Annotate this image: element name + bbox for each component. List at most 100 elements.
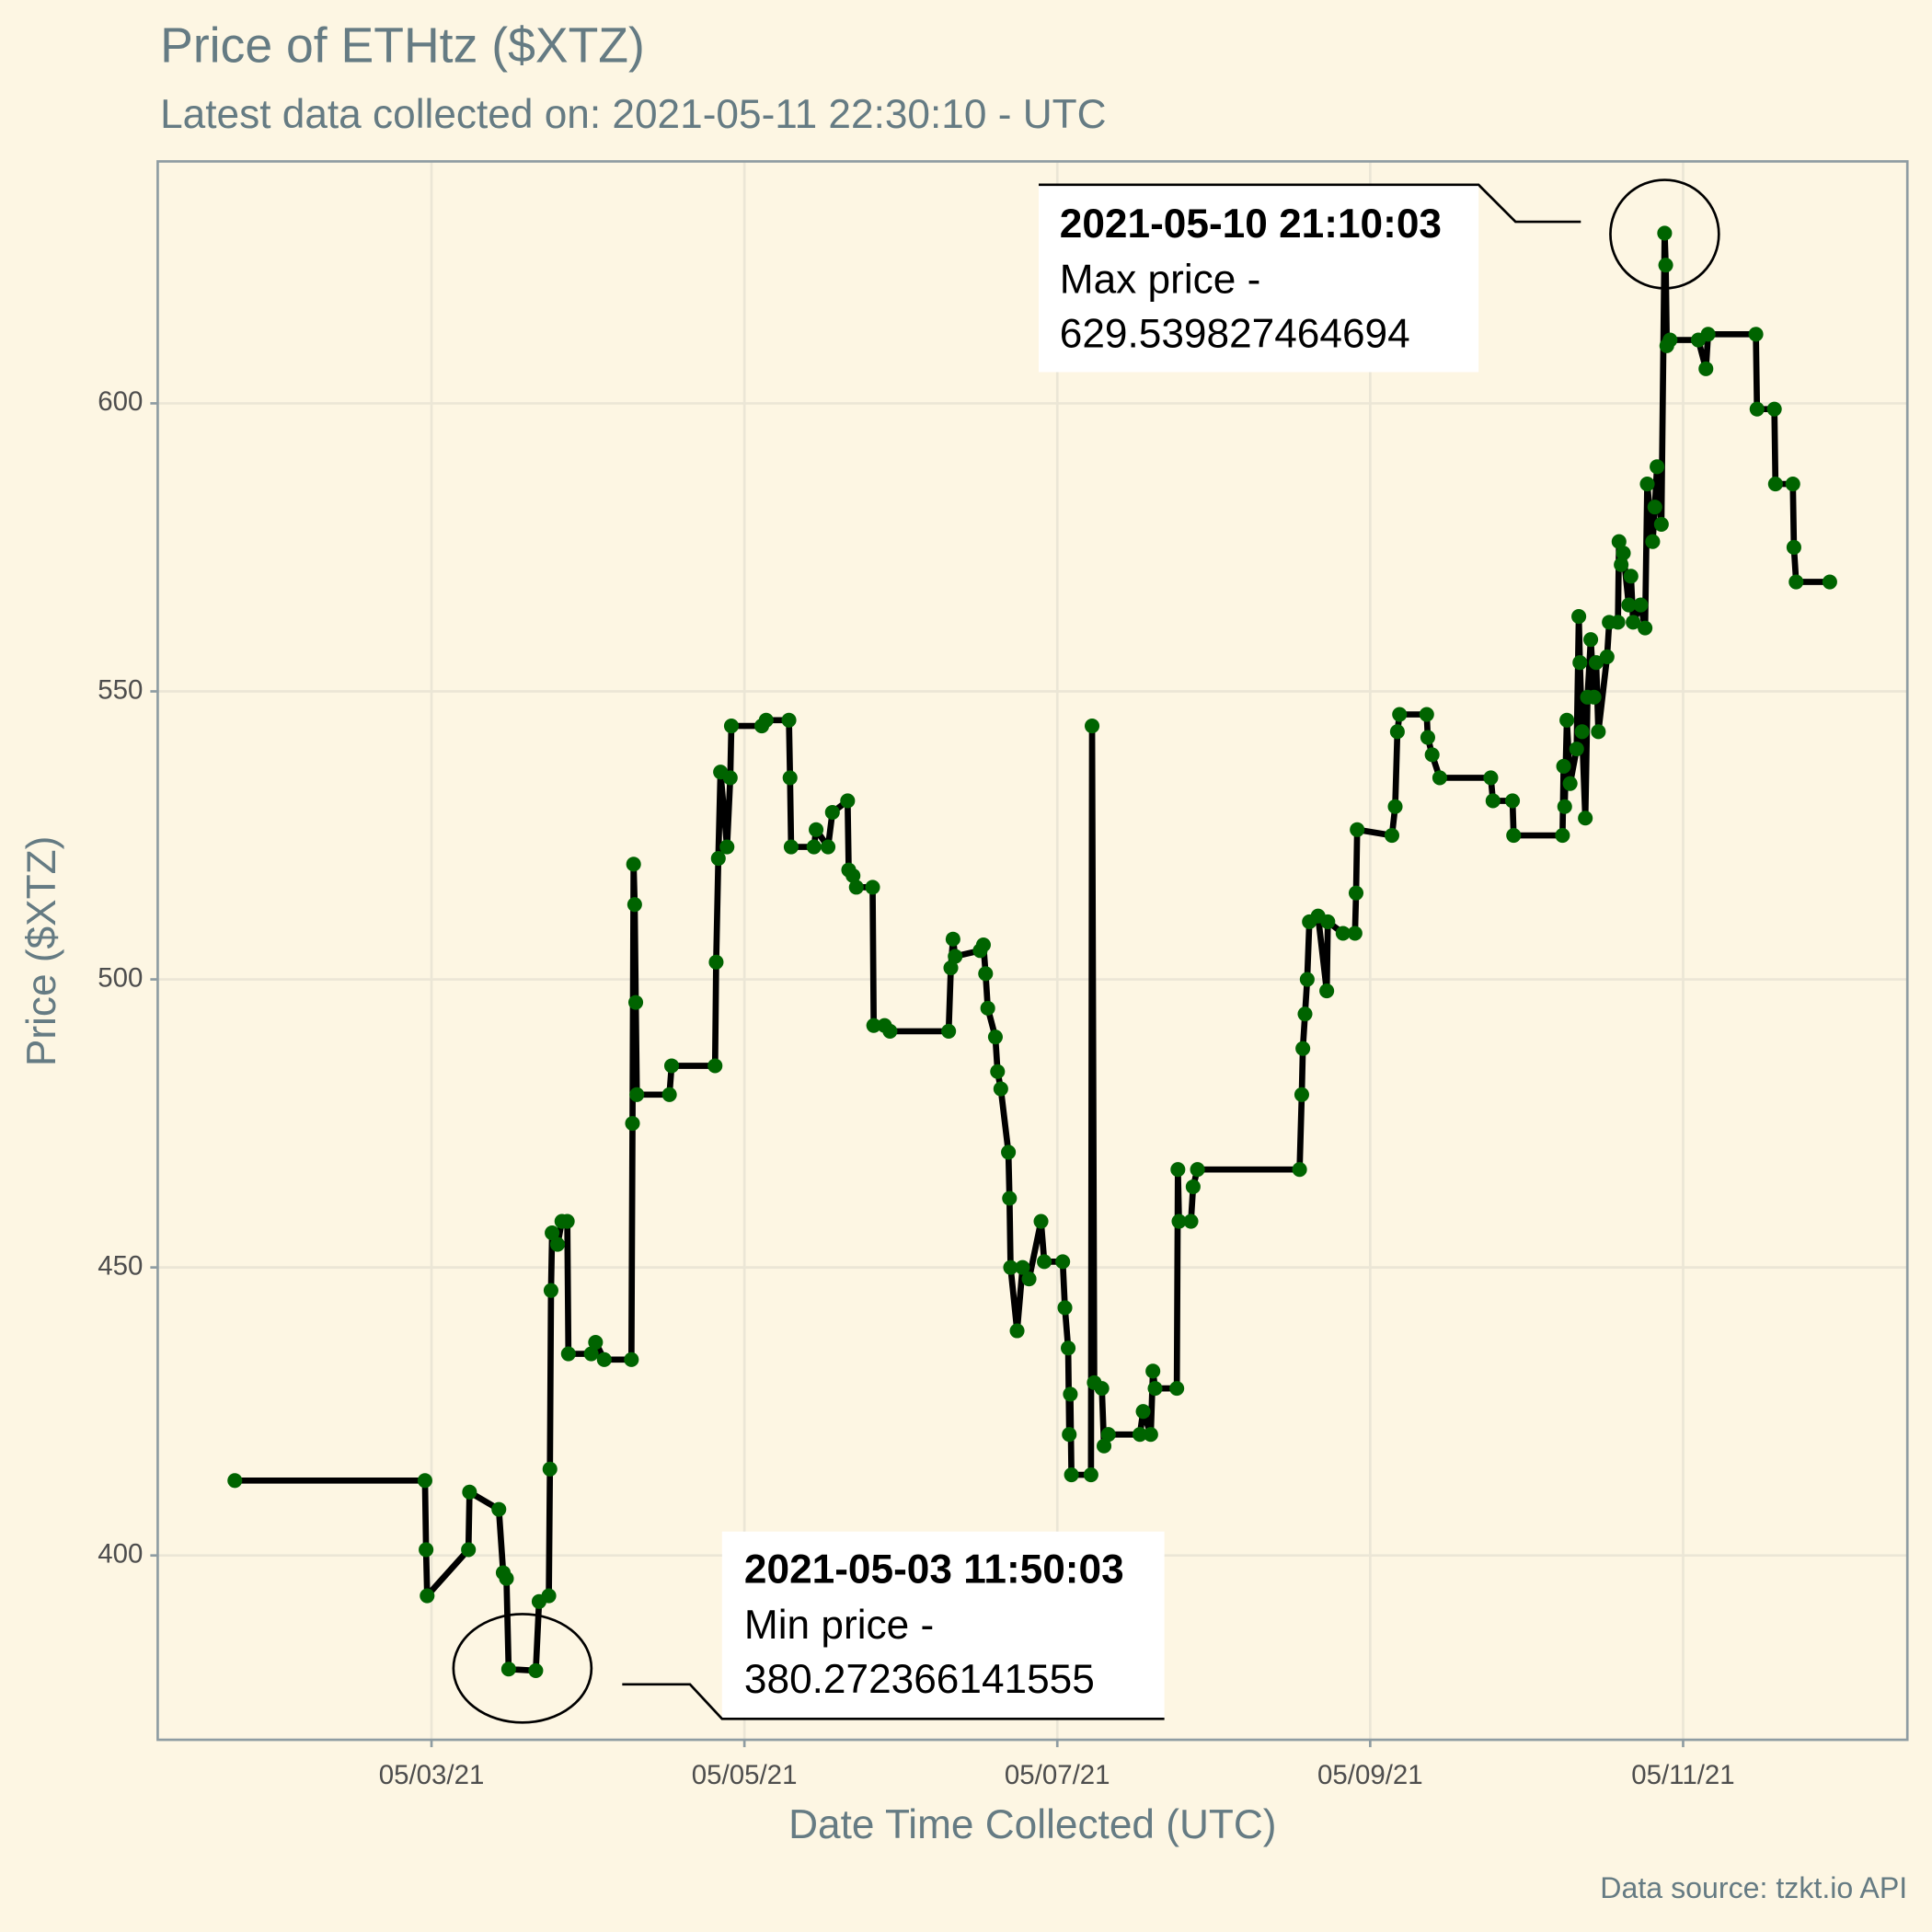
price-point xyxy=(560,1346,576,1362)
price-point xyxy=(865,880,880,895)
price-point xyxy=(417,1473,432,1489)
price-point xyxy=(1347,926,1363,941)
annotation-title: 2021-05-10 21:10:03 xyxy=(1060,201,1442,247)
price-point xyxy=(1621,597,1637,613)
price-point xyxy=(1055,1254,1071,1270)
price-point xyxy=(1559,712,1575,728)
price-point xyxy=(559,1213,575,1229)
price-point xyxy=(1294,1087,1309,1102)
price-point xyxy=(528,1662,544,1678)
price-point xyxy=(1083,1467,1098,1483)
price-point xyxy=(719,839,735,855)
price-point xyxy=(948,949,963,964)
price-point xyxy=(1096,1438,1112,1454)
price-point xyxy=(1785,477,1800,492)
price-point xyxy=(1015,1259,1030,1275)
price-point xyxy=(500,1662,516,1677)
price-point xyxy=(1662,332,1678,348)
price-point xyxy=(1591,724,1606,740)
price-point xyxy=(1767,477,1783,492)
price-point xyxy=(1623,569,1639,584)
price-point xyxy=(1657,225,1673,241)
plot-area xyxy=(227,225,1837,1678)
price-point xyxy=(1572,655,1588,671)
price-point xyxy=(1578,811,1593,826)
price-point xyxy=(1001,1144,1017,1160)
price-point xyxy=(628,995,644,1010)
price-point xyxy=(1135,1404,1151,1420)
price-point xyxy=(1645,534,1661,549)
price-point xyxy=(1788,574,1804,590)
price-point xyxy=(462,1484,477,1500)
price-point xyxy=(1766,401,1782,417)
price-point xyxy=(722,770,738,786)
price-point xyxy=(781,712,797,728)
price-point xyxy=(1319,983,1335,999)
y-tick-label: 450 xyxy=(98,1250,143,1281)
price-point xyxy=(1350,822,1365,837)
price-point xyxy=(420,1588,435,1604)
price-point xyxy=(1143,1427,1158,1443)
price-point xyxy=(583,1346,599,1362)
price-point xyxy=(990,1064,1006,1079)
price-point xyxy=(1420,730,1435,745)
price-point xyxy=(1700,327,1716,342)
price-point xyxy=(1002,1190,1018,1206)
annotation-leader xyxy=(1039,183,1581,224)
annotation-text: Max price - xyxy=(1060,257,1261,302)
caption: Data source: tzkt.io API xyxy=(1600,1871,1907,1904)
price-point xyxy=(1384,827,1400,844)
price-point xyxy=(1335,926,1351,941)
price-point xyxy=(1658,258,1673,273)
y-tick-label: 550 xyxy=(98,674,143,705)
price-point xyxy=(975,937,991,953)
price-point xyxy=(1389,724,1405,740)
price-point xyxy=(1749,401,1765,417)
price-point xyxy=(1583,632,1599,648)
price-point xyxy=(840,793,856,809)
highlight-circle xyxy=(1609,178,1720,290)
price-point xyxy=(710,851,726,867)
price-point xyxy=(227,1473,243,1489)
price-point xyxy=(1698,361,1714,376)
price-point xyxy=(943,960,959,976)
price-point xyxy=(1003,1259,1018,1275)
price-point xyxy=(782,770,798,786)
x-tick-label: 05/05/21 xyxy=(692,1760,798,1790)
price-point xyxy=(723,719,740,734)
price-point xyxy=(783,839,799,855)
price-point xyxy=(661,1087,677,1102)
price-point xyxy=(1132,1427,1148,1443)
price-point xyxy=(626,857,641,872)
annotation-text: Min price - xyxy=(744,1603,934,1648)
price-point xyxy=(1653,516,1669,532)
price-point xyxy=(629,1087,645,1102)
price-point xyxy=(1506,827,1522,844)
price-point xyxy=(1085,719,1100,734)
price-point xyxy=(542,1461,558,1477)
price-point xyxy=(1392,707,1408,722)
price-point xyxy=(1185,1179,1201,1195)
price-point xyxy=(987,1029,1003,1045)
max-annotation: 2021-05-10 21:10:03 Max price - 629.5398… xyxy=(1039,178,1720,373)
annotation-box xyxy=(721,1531,1165,1718)
price-point xyxy=(1610,615,1626,630)
price-point xyxy=(758,712,774,728)
price-point xyxy=(1485,793,1501,809)
price-point xyxy=(980,1000,995,1016)
price-point xyxy=(1062,1427,1077,1443)
price-point xyxy=(1021,1271,1037,1287)
price-point xyxy=(1169,1381,1185,1397)
price-point xyxy=(824,804,840,821)
price-point xyxy=(806,839,822,855)
highlight-circle xyxy=(452,1613,593,1724)
price-point xyxy=(543,1282,558,1298)
price-point xyxy=(1650,459,1665,475)
price-point xyxy=(1586,689,1602,705)
price-point xyxy=(978,966,994,982)
price-point xyxy=(461,1542,477,1558)
price-point xyxy=(545,1225,560,1241)
price-point xyxy=(1145,1363,1161,1379)
chart-title: Price of ETHtz ($XTZ) xyxy=(160,19,645,74)
price-point xyxy=(1432,770,1447,786)
